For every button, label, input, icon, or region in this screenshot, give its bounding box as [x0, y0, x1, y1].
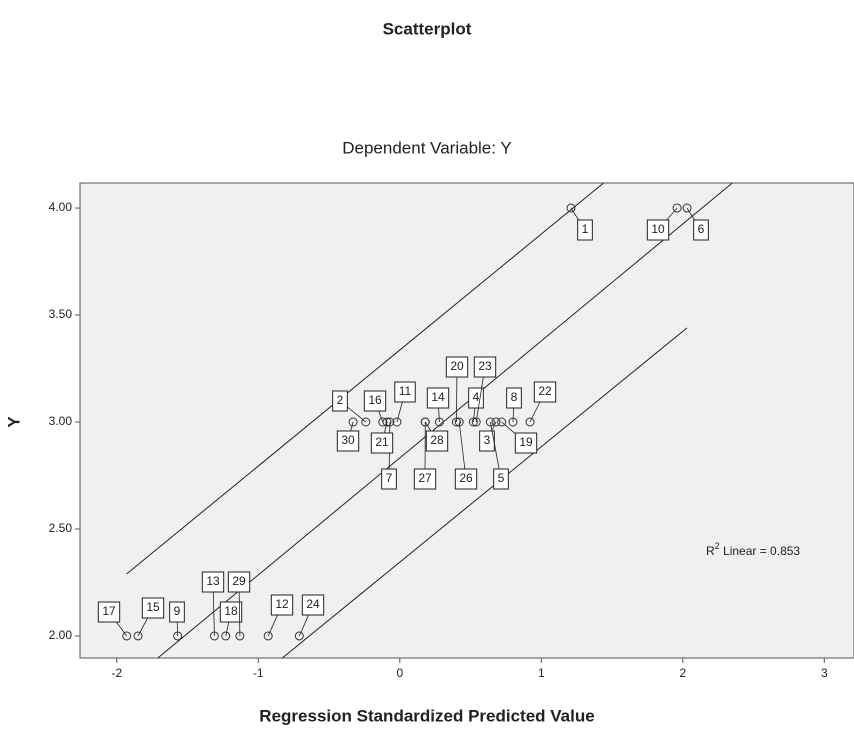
point-label: 11 [399, 384, 412, 398]
point-label: 24 [306, 597, 320, 611]
y-tick-label: 3.50 [49, 307, 73, 321]
point-label: 13 [206, 574, 220, 588]
y-tick-label: 3.00 [49, 414, 73, 428]
annotation: R2 Linear = 0.853 [706, 541, 800, 558]
point-label: 20 [450, 359, 464, 373]
x-tick-label: 1 [538, 666, 545, 680]
x-axis-label: Regression Standardized Predicted Value [259, 706, 594, 725]
x-tick-label: 2 [679, 666, 686, 680]
point-label: 15 [146, 600, 160, 614]
point-label: 29 [232, 574, 246, 588]
annotation-part: R [706, 544, 715, 558]
chart-title: Scatterplot [383, 19, 472, 38]
y-tick-label: 4.00 [49, 200, 73, 214]
page: Scatterplot Dependent Variable: Y Regres… [0, 0, 854, 739]
point-label: 9 [174, 604, 181, 618]
plot-area [80, 183, 854, 658]
point-label: 23 [478, 359, 492, 373]
x-tick-label: 0 [396, 666, 403, 680]
point-label: 8 [511, 390, 518, 404]
chart-subtitle: Dependent Variable: Y [342, 138, 512, 157]
annotation-part: Linear = 0.853 [720, 544, 801, 558]
point-label: 18 [224, 604, 238, 618]
point-label: 22 [538, 384, 552, 398]
x-tick-label: -2 [111, 666, 122, 680]
point-label: 1 [582, 222, 589, 236]
point-label: 5 [498, 471, 505, 485]
point-label: 4 [473, 390, 480, 404]
point-label: 14 [431, 390, 445, 404]
point-label: 28 [430, 433, 444, 447]
x-tick-label: 3 [821, 666, 828, 680]
point-label: 19 [519, 435, 533, 449]
point-label: 12 [275, 597, 289, 611]
y-tick-label: 2.50 [49, 521, 73, 535]
point-label: 2 [337, 393, 344, 407]
y-axis-label: Y [4, 416, 23, 428]
x-tick-label: -1 [253, 666, 264, 680]
point-label: 27 [418, 471, 432, 485]
point-label: 26 [459, 471, 473, 485]
point-label: 30 [341, 433, 355, 447]
y-tick-label: 2.00 [49, 628, 73, 642]
point-label: 3 [484, 433, 491, 447]
point-label: 7 [386, 471, 393, 485]
point-label: 6 [698, 222, 705, 236]
point-label: 10 [651, 222, 665, 236]
point-label: 17 [102, 604, 116, 618]
point-label: 21 [375, 435, 389, 449]
chart: Scatterplot Dependent Variable: Y Regres… [0, 0, 854, 734]
point-label: 16 [368, 393, 382, 407]
